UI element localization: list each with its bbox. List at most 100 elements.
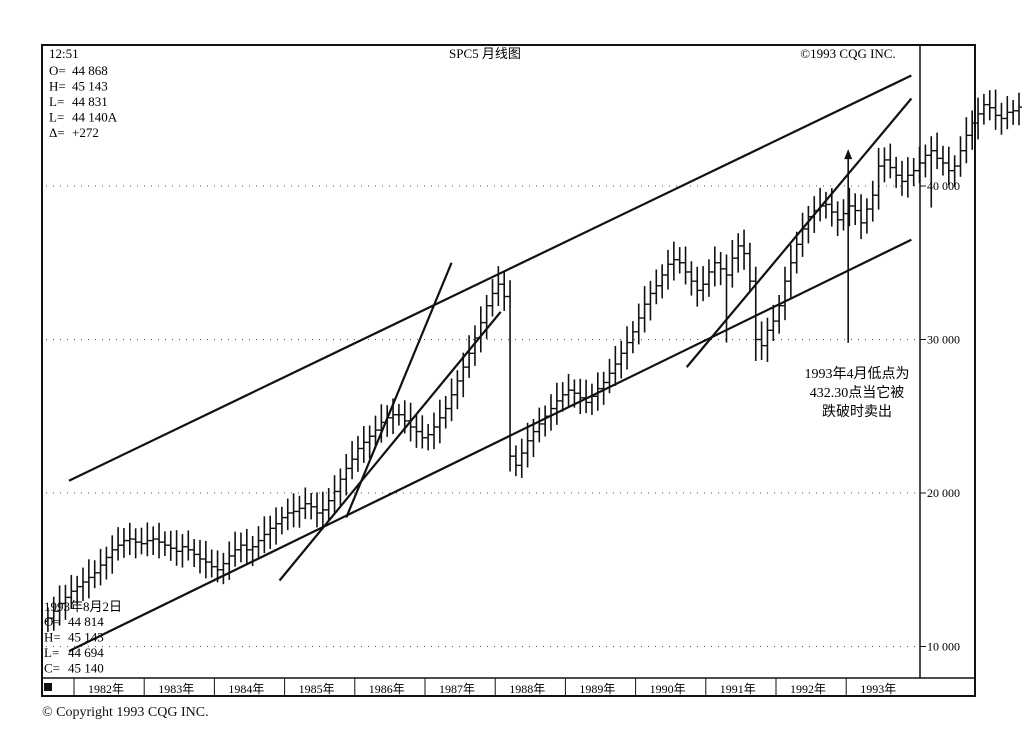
price-bar (150, 526, 157, 556)
ohlc-bottom-date: 1993年8月2日 (44, 599, 122, 614)
x-tick-label: 1990年 (650, 682, 686, 696)
x-tick-label: 1989年 (579, 682, 615, 696)
price-bar (144, 522, 151, 557)
price-bar (325, 488, 332, 521)
x-tick-label: 1987年 (439, 682, 475, 696)
annotation-text: 432.30点当它被 (810, 384, 905, 401)
x-tick-label: 1993年 (860, 682, 896, 696)
price-bar (314, 492, 320, 528)
price-bar (723, 254, 730, 343)
ohlc-bottom-value: 45 140 (68, 661, 104, 676)
price-bar (431, 412, 437, 450)
annotation-arrow-head (844, 149, 853, 160)
price-bar (752, 266, 759, 361)
price-bar (735, 233, 742, 273)
price-bar (881, 147, 888, 183)
header-time: 12:51 (49, 46, 79, 61)
price-bar (565, 373, 572, 408)
price-bar (665, 249, 671, 290)
x-tick-label: 1985年 (299, 682, 335, 696)
price-bar (647, 280, 654, 321)
price-bar (173, 530, 180, 566)
price-bar (407, 402, 414, 442)
ohlc-bottom-value: 44 814 (68, 614, 104, 629)
price-bar (986, 90, 993, 121)
price-bar (120, 527, 127, 558)
price-bar (910, 158, 917, 186)
price-bar (395, 403, 402, 426)
price-bar (922, 144, 929, 178)
price-bar (969, 110, 976, 150)
price-bar (670, 241, 677, 281)
price-bar (612, 345, 619, 386)
price-bar (56, 585, 63, 626)
price-bar (220, 552, 227, 585)
price-bar (811, 196, 818, 233)
price-bar (787, 244, 794, 298)
price-bar (226, 541, 233, 580)
ohlc-readout-bottom: O= 44 814 H= 45 143 L= 44 694 C= 45 140 (44, 614, 104, 676)
y-tick-label: 10 000 (927, 640, 960, 654)
price-bar (267, 515, 274, 549)
x-tick-label: 1986年 (369, 682, 405, 696)
price-bar (436, 399, 443, 444)
price-bar (904, 157, 911, 198)
price-bar (290, 493, 297, 528)
price-bar (85, 559, 92, 599)
price-bar (828, 188, 835, 227)
price-bar (249, 535, 256, 567)
ohlc-bottom-value: 45 143 (68, 630, 104, 645)
price-bar (115, 527, 122, 561)
ohlc-top-value: +272 (72, 125, 99, 140)
price-bar (817, 187, 824, 222)
price-bar (606, 358, 613, 394)
price-bar (319, 491, 326, 530)
price-bar (934, 132, 941, 170)
price-bar (126, 522, 133, 556)
price-bar (460, 352, 467, 398)
price-bar (705, 259, 712, 297)
price-bar (863, 198, 870, 234)
price-bar (659, 264, 666, 299)
trendline-steep-1987-a (278, 311, 502, 582)
price-bar (413, 414, 420, 448)
price-bar (337, 468, 344, 506)
grid-lines (46, 185, 918, 647)
ohlc-bottom-label: H= (44, 630, 61, 645)
price-bar (167, 530, 174, 561)
price-bar (349, 441, 356, 480)
price-bar (466, 335, 473, 378)
price-bar (103, 546, 110, 580)
price-bar (542, 405, 549, 437)
price-bar (963, 117, 970, 164)
x-tick-label: 1992年 (790, 682, 826, 696)
price-bar (495, 266, 502, 307)
price-bars (44, 89, 1022, 632)
price-bar (138, 527, 145, 555)
ohlc-bottom-label: C= (44, 661, 60, 676)
price-bar (261, 516, 268, 554)
price-bar (530, 419, 537, 458)
trendline-lower-channel (68, 238, 912, 653)
price-bar (442, 395, 449, 429)
x-tick-label: 1982年 (88, 682, 124, 696)
price-bar (284, 498, 291, 531)
price-bar (425, 423, 432, 451)
price-bar (483, 294, 490, 339)
price-bar (776, 294, 783, 334)
price-bar (507, 280, 514, 472)
price-bar (899, 160, 905, 196)
price-bar (501, 271, 508, 311)
price-bar (711, 246, 718, 287)
ohlc-top-value: 44 140A (72, 110, 118, 125)
price-bar (360, 426, 367, 463)
price-bar (91, 560, 98, 589)
ohlc-top-label: O= (49, 63, 66, 78)
price-bar (758, 321, 765, 361)
y-tick-label: 30 000 (927, 333, 960, 347)
price-bar (980, 93, 987, 125)
price-bar (179, 534, 186, 568)
price-bar (273, 507, 280, 545)
price-bar (208, 549, 215, 578)
price-bar (945, 146, 952, 186)
